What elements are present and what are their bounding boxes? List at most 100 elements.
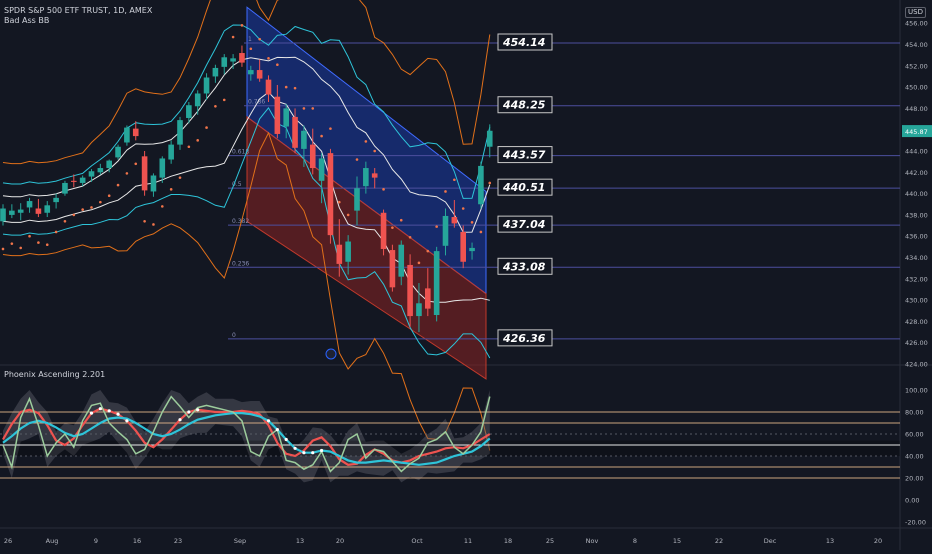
bb-mid-upper [2,24,491,199]
fib-ratio-label: 0.382 [232,218,249,225]
psar-dot [90,206,93,209]
candle-body [71,180,77,182]
bb-outer-lower [2,131,491,451]
psar-dot [63,219,67,223]
oscillator-tick-label: 80.00 [905,409,924,417]
time-tick-label: 11 [464,537,472,545]
psar-dot [355,158,359,161]
fib-price-box [497,178,553,196]
candle-body [239,53,245,63]
psar-dot [267,57,270,60]
candle-body [203,77,210,94]
psar-dot [249,47,253,51]
candle-body [389,250,396,288]
psar-dot [187,145,191,149]
candle-body [416,303,422,317]
price-tick-label: 456.00 [905,20,928,28]
oscillator-marker [266,419,271,423]
time-tick-label: 26 [4,537,12,545]
price-tick-label: 434.00 [905,254,928,262]
psar-dot [426,249,430,253]
psar-dot [231,35,235,39]
psar-dot [391,226,394,229]
psar-dot [302,107,306,110]
psar-dot [470,221,474,224]
oscillator-red-line [2,407,491,466]
candle-body [318,158,325,181]
psar-dot [125,172,129,175]
candle-body [194,93,201,107]
candle-body [371,173,378,178]
time-tick-label: Nov [586,537,599,545]
time-tick-label: 13 [296,537,304,545]
candle-body [141,156,148,191]
candle-body [17,209,24,213]
time-tick-label: 25 [546,537,554,545]
time-tick-label: 9 [94,537,98,545]
oscillator-green-line [2,395,491,473]
psar-dot [152,223,155,226]
oscillator-marker [302,451,306,455]
psar-dot [205,126,208,129]
candles [0,45,493,333]
candle-body [327,153,334,236]
fib-price-label: 440.51 [502,181,545,194]
psar-dot [28,234,31,238]
candle-body [26,201,33,208]
price-tick-label: 432.00 [905,275,928,283]
fib-price-box [497,33,553,51]
candle-body [469,247,475,252]
oscillator-tick-label: -20.00 [905,519,926,527]
candle-body [159,158,166,178]
indicator-label: Bad Ass BB [4,16,50,25]
psar-dot [417,261,421,265]
psar-dot [72,213,76,217]
psar-dot [240,24,244,27]
fib-price-box [497,257,553,275]
psar-dot [10,242,14,245]
candle-body [354,188,360,211]
candle-body [301,130,307,149]
oscillator-tick-label: 40.00 [905,453,924,461]
oscillator-tick-label: 60.00 [905,431,924,439]
time-tick-label: 8 [633,537,637,545]
psar-dot [488,181,492,185]
candle-body [451,217,458,224]
candle-body [425,288,431,309]
candle-body [345,241,351,262]
oscillator-marker [125,419,129,423]
price-tick-label: 450.00 [905,84,928,92]
candle-body [62,182,68,194]
oscillator-marker [311,451,315,455]
candle-body [212,67,219,77]
currency-badge[interactable]: USD [905,7,926,18]
candle-body [221,57,228,67]
psar-dot [479,230,483,234]
fib-ratio-label: 0.786 [248,99,265,106]
bb-outer-upper [2,0,491,165]
fib-price-label: 433.08 [502,260,546,273]
psar-dot [382,188,385,191]
candle-body [53,197,59,203]
oscillator-marker [275,428,279,432]
candle-body [106,160,112,169]
time-tick-label: Dec [764,537,777,545]
price-tick-label: 430.00 [905,297,928,305]
candle-body [292,116,298,148]
fib-price-label: 443.57 [502,149,546,162]
candle-body [35,208,42,214]
candle-body [283,108,289,127]
candle-body [442,215,449,246]
price-tick-label: 438.00 [905,211,928,219]
time-tick-label: 18 [504,537,512,545]
candle-body [9,210,15,215]
time-tick-label: 22 [715,537,723,545]
oscillator-marker [320,448,324,453]
time-tick-label: 20 [874,537,882,545]
psar-dot [338,200,341,204]
candle-body [132,128,139,137]
psar-dot [107,194,111,198]
oscillator-tick-label: 0.00 [905,497,919,505]
fib-price-box [497,146,553,164]
